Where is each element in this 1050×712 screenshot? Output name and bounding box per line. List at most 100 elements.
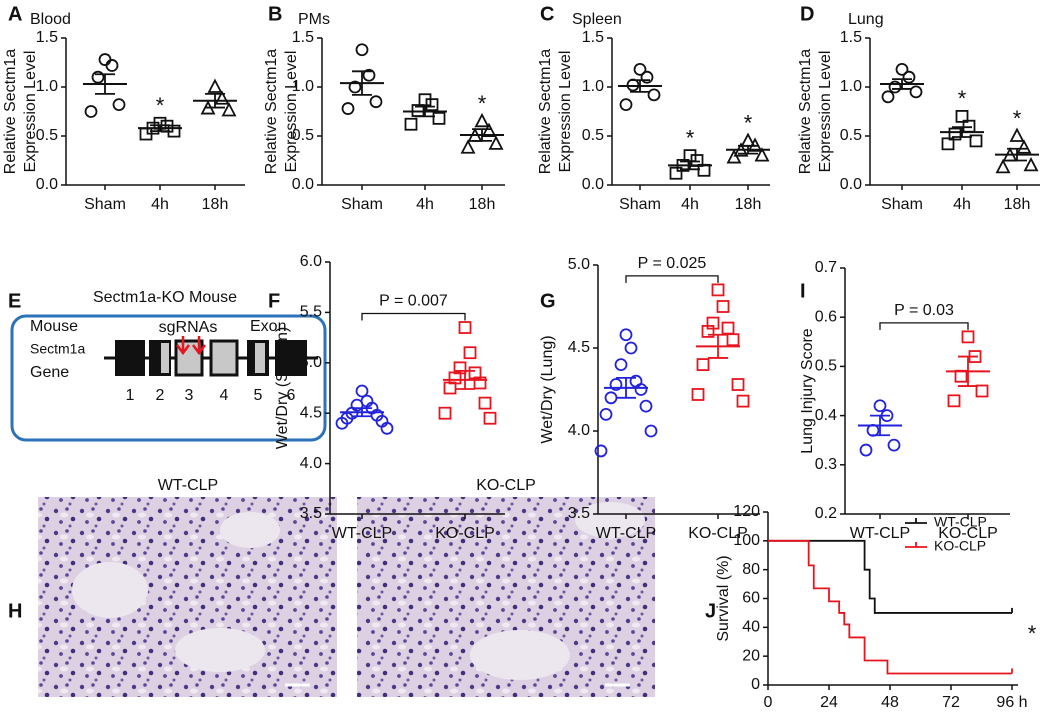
- x-tick-label: KO-CLP: [435, 525, 495, 542]
- y-axis-label: Relative Sectm1a: [537, 49, 554, 174]
- y-axis-label: Wet/Dry (Spleen): [274, 327, 291, 449]
- x-tick-label: 4h: [416, 196, 434, 213]
- data-point: [634, 383, 648, 396]
- data-point: [478, 396, 492, 410]
- exon-number: 1: [126, 387, 135, 404]
- exon-number: 5: [254, 387, 263, 404]
- x-tick-label: KO-CLP: [938, 525, 998, 542]
- y-tick-label: 1.0: [582, 78, 604, 95]
- data-point: [961, 330, 975, 344]
- error-bar: [352, 70, 372, 96]
- data-point: [691, 388, 705, 401]
- y-axis-label: Relative Sectm1a: [797, 49, 814, 174]
- y-tick-label: 0.0: [840, 176, 862, 193]
- x-tick-label: 24: [820, 694, 838, 711]
- y-tick-label: 1.0: [840, 78, 862, 95]
- data-point: [726, 149, 742, 164]
- data-point: [701, 324, 715, 338]
- y-tick-label: 1.0: [36, 78, 58, 95]
- data-point: [726, 333, 740, 347]
- data-point: [483, 411, 497, 425]
- y-tick-label: 0.4: [815, 407, 837, 424]
- exon: [115, 340, 145, 376]
- y-axis-label: Lung Injury Score: [799, 328, 816, 454]
- exon-number: 4: [220, 387, 229, 404]
- image-label: KO-CLP: [476, 477, 536, 494]
- y-tick-label: 0.0: [292, 176, 314, 193]
- y-tick-label: 5.0: [568, 256, 590, 273]
- chart-title: PMs: [298, 11, 330, 28]
- data-point: [754, 147, 770, 162]
- error-bar: [415, 105, 435, 118]
- panel-letter: J: [705, 600, 716, 622]
- error-bar: [1007, 147, 1027, 162]
- data-point: [619, 98, 633, 112]
- y-tick-label: 0: [751, 676, 760, 693]
- error-bar: [680, 160, 700, 171]
- data-point: [995, 158, 1011, 174]
- data-point: [640, 70, 654, 84]
- x-tick-label: WT-CLP: [596, 525, 656, 542]
- panel-letter: D: [800, 3, 814, 25]
- p-value: P = 0.03: [894, 302, 954, 319]
- data-point: [214, 90, 230, 105]
- significance-star: *: [1013, 106, 1022, 131]
- error-bar: [958, 355, 978, 387]
- exon: [161, 343, 169, 373]
- data-point: [731, 378, 745, 391]
- data-point: [647, 88, 661, 102]
- y-tick-label: 4.0: [300, 455, 322, 472]
- error-bar: [205, 92, 225, 109]
- data-point: [604, 391, 618, 405]
- exon-number: 3: [185, 387, 194, 404]
- y-tick-label: 0.5: [840, 127, 862, 144]
- x-tick-label: Sham: [619, 196, 661, 213]
- y-tick-label: 1.0: [292, 78, 314, 95]
- data-point: [736, 394, 750, 408]
- data-point: [619, 328, 633, 342]
- panel-letter: E: [8, 290, 21, 312]
- data-point: [432, 111, 446, 125]
- data-point: [721, 321, 735, 335]
- data-point: [948, 127, 962, 141]
- x-tick-label: 4h: [681, 196, 699, 213]
- panel-letter: F: [268, 290, 280, 312]
- y-axis-label: Expression Level: [22, 51, 39, 173]
- airspace: [175, 628, 265, 672]
- x-tick-label: 0: [764, 694, 773, 711]
- y-tick-label: 4.0: [568, 422, 590, 439]
- x-tick-label: Sham: [881, 196, 923, 213]
- x-tick-label: KO-CLP: [688, 525, 748, 542]
- data-point: [221, 102, 237, 117]
- data-point: [438, 406, 452, 420]
- diagram-box: [10, 314, 327, 442]
- y-tick-label: 3.5: [568, 505, 590, 522]
- airspace: [575, 502, 645, 538]
- y-tick-label: 1.5: [582, 29, 604, 46]
- x-tick-label: 96 h: [996, 694, 1027, 711]
- data-point: [443, 381, 457, 395]
- exon-label: Exon: [250, 318, 286, 335]
- data-point: [633, 62, 647, 76]
- y-tick-label: 80: [742, 561, 760, 578]
- y-tick-label: 120: [733, 503, 760, 520]
- y-axis-label: Relative Sectm1a: [263, 49, 280, 174]
- y-tick-label: 0.5: [36, 127, 58, 144]
- data-point: [887, 438, 901, 452]
- error-bar: [455, 369, 475, 390]
- data-point: [644, 424, 658, 438]
- y-tick-label: 0.7: [815, 259, 837, 276]
- panel-letter: B: [268, 3, 282, 25]
- bracket: [625, 275, 719, 283]
- error-bar: [352, 407, 372, 418]
- data-point: [594, 444, 608, 458]
- y-tick-label: 0.5: [292, 127, 314, 144]
- y-tick-label: 4.5: [568, 339, 590, 356]
- gene-label: Sectm1a: [30, 341, 85, 357]
- data-point: [348, 80, 362, 94]
- x-tick-label: 18h: [469, 196, 496, 213]
- significance-star: *: [1028, 621, 1037, 646]
- data-point: [355, 43, 369, 57]
- data-point: [866, 423, 880, 437]
